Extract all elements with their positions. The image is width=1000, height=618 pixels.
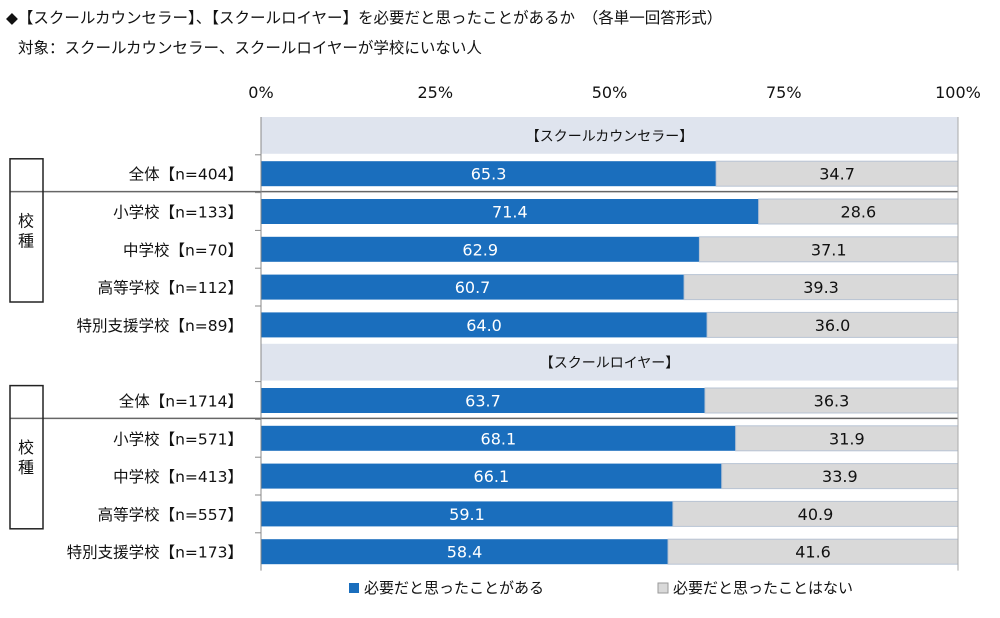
x-tick-label: 25%	[417, 83, 453, 102]
data-label-no: 41.6	[795, 543, 831, 562]
data-label-no: 31.9	[829, 429, 865, 448]
data-label-no: 37.1	[811, 240, 847, 259]
data-label-no: 28.6	[841, 203, 877, 222]
row-label: 特別支援学校【n=89】	[76, 317, 243, 335]
x-tick-label: 0%	[248, 83, 273, 102]
data-label-no: 33.9	[822, 467, 858, 486]
group-bracket	[9, 384, 44, 530]
bar-segment-yes	[261, 161, 717, 187]
group-label: 校	[18, 211, 34, 230]
data-label-yes: 59.1	[449, 505, 485, 524]
bar-segment-no	[667, 538, 959, 565]
group-bracket	[9, 158, 44, 303]
x-tick-label: 50%	[592, 83, 628, 102]
row-label: 小学校【n=133】	[113, 204, 243, 222]
x-tick-label: 75%	[766, 83, 802, 102]
data-label-yes: 65.3	[471, 165, 507, 184]
data-label-yes: 60.7	[455, 278, 491, 297]
bar-segment-yes	[261, 501, 673, 527]
section-header-band	[261, 343, 958, 381]
row-label: 中学校【n=70】	[123, 241, 243, 259]
row-label: 高等学校【n=112】	[98, 279, 243, 297]
data-label-yes: 64.0	[466, 316, 502, 335]
data-label-no: 40.9	[798, 505, 834, 524]
bar-segment-no	[698, 236, 959, 263]
section-header: 【スクールカウンセラー】	[526, 129, 694, 145]
bar-segment-no	[735, 425, 959, 452]
legend-label-no: 必要だと思ったことはない	[673, 579, 853, 597]
row-label: 高等学校【n=557】	[98, 506, 243, 524]
row-label: 全体【n=1714】	[119, 393, 243, 411]
row-label: 特別支援学校【n=173】	[67, 544, 243, 562]
x-tick-label: 100%	[935, 83, 981, 102]
bar-segment-yes	[261, 463, 722, 489]
group-label: 種	[18, 231, 34, 250]
group-label: 種	[18, 458, 34, 477]
data-label-yes: 62.9	[462, 240, 498, 259]
group-label: 校	[18, 438, 34, 457]
bar-segment-no	[721, 463, 959, 490]
data-label-no: 36.0	[815, 316, 851, 335]
bar-segment-yes	[261, 539, 669, 565]
bar-segment-no	[715, 160, 959, 187]
data-label-yes: 66.1	[474, 467, 510, 486]
bar-segment-no	[706, 311, 959, 338]
section-header: 【スクールロイヤー】	[540, 356, 680, 372]
data-label-yes: 58.4	[447, 543, 483, 562]
bar-segment-yes	[261, 236, 700, 262]
bar-segment-yes	[261, 199, 759, 224]
chart-title: ◆【スクールカウンセラー】、【スクールロイヤー】を必要だと思ったことがあるか （…	[6, 9, 723, 27]
row-label: 全体【n=404】	[129, 166, 243, 184]
data-label-no: 36.3	[814, 392, 850, 411]
bar-segment-no	[683, 274, 959, 301]
bar-segment-no	[672, 500, 959, 527]
legend-swatch-yes	[349, 583, 359, 593]
chart-subtitle: 対象：スクールカウンセラー、スクールロイヤーが学校にいない人	[18, 39, 482, 57]
data-label-yes: 63.7	[465, 392, 501, 411]
bar-segment-no	[758, 198, 959, 225]
bar-segment-no	[704, 387, 959, 414]
bar-segment-yes	[261, 425, 736, 451]
bar-segment-yes	[261, 312, 708, 338]
bar-segment-yes	[261, 388, 705, 413]
data-label-yes: 68.1	[481, 429, 517, 448]
data-label-yes: 71.4	[492, 203, 528, 222]
row-label: 小学校【n=571】	[113, 430, 243, 448]
legend-label-yes: 必要だと思ったことがある	[364, 579, 544, 597]
data-label-no: 34.7	[819, 165, 855, 184]
bar-segment-yes	[261, 274, 685, 300]
section-header-band	[261, 117, 958, 154]
legend-swatch-no	[657, 582, 669, 594]
row-label: 中学校【n=413】	[113, 468, 243, 486]
data-label-no: 39.3	[803, 278, 839, 297]
